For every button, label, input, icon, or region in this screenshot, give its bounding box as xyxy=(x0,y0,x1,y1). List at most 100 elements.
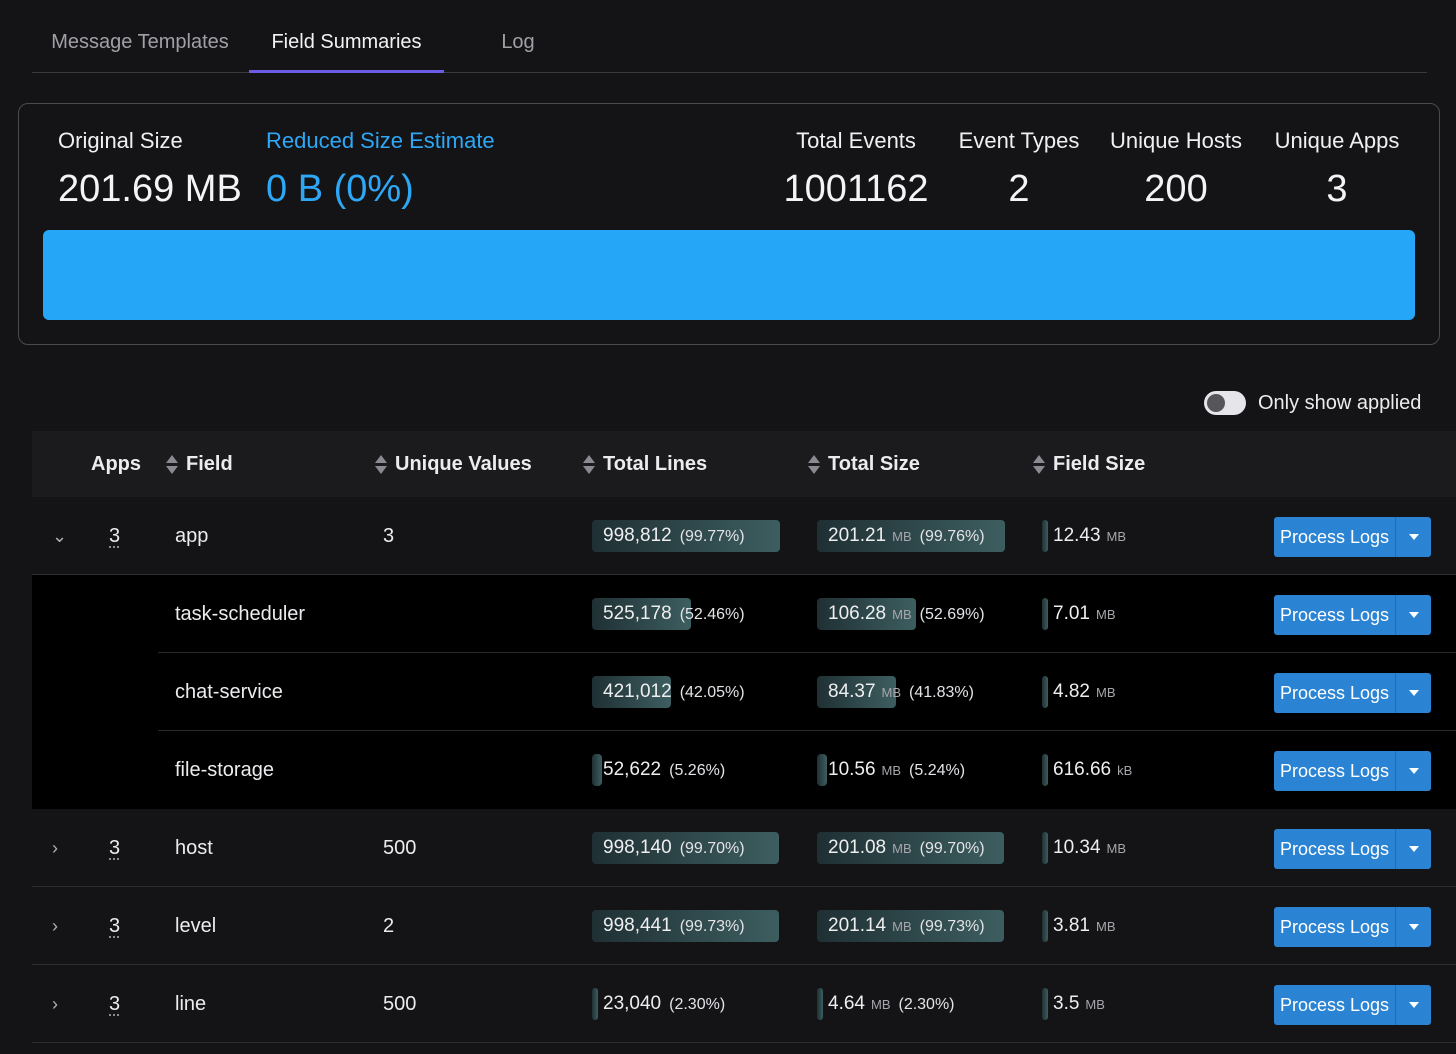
table-body: ⌄ 3 3 app 998,812 (99.77%) 201.21 MB (99.76%) 12.… xyxy=(32,497,1456,1043)
total-size-bar: 84.37 MB (41.83%) xyxy=(817,676,1007,708)
field-size-fill xyxy=(1042,754,1048,786)
field-size-fill xyxy=(1042,676,1048,708)
field-size-unit: kB xyxy=(1117,763,1133,778)
tab-log-metrics[interactable]: Log Metrics xyxy=(486,31,550,137)
apps-count[interactable]: 3 xyxy=(109,914,121,937)
total-size-pct: (2.30%) xyxy=(898,996,955,1013)
total-lines-bar: 421,012 (42.05%) xyxy=(592,676,782,708)
table-sub-row: chat-service 421,012 (42.05%) 84.37 MB (41.83… xyxy=(32,653,1456,731)
total-size-fill xyxy=(817,988,823,1020)
apps-count[interactable]: 3 xyxy=(109,992,121,1015)
unique-values: 500 xyxy=(383,836,417,859)
header-unique-values[interactable]: Unique Values xyxy=(375,431,532,497)
total-size-fill xyxy=(817,520,1005,552)
process-logs-dropdown[interactable] xyxy=(1396,985,1431,1025)
table-row: › 3 2 level 998,441 (99.73%) 201.14 MB (99.73%) 3… xyxy=(32,887,1456,965)
tab-field-summaries[interactable]: Field Summaries xyxy=(249,0,444,73)
field-size-unit: MB xyxy=(1095,919,1116,934)
table-row: ⌄ 3 3 app 998,812 (99.77%) 201.21 MB (99.76%) 12.… xyxy=(32,497,1456,575)
total-lines-fill xyxy=(592,598,691,630)
unique-values: 500 xyxy=(383,992,417,1015)
reduced-size-label: Reduced Size Estimate xyxy=(266,128,495,153)
field-name: task-scheduler xyxy=(175,602,306,625)
total-lines-pct: (52.46%) xyxy=(679,606,745,623)
process-logs-button[interactable]: Process Logs xyxy=(1274,829,1396,869)
sort-icon xyxy=(375,454,387,474)
total-size-fill xyxy=(817,832,1004,864)
table-row: › 3 500 host 998,140 (99.70%) 201.08 MB (99.70%)… xyxy=(32,809,1456,887)
total-size-value: 4.64 xyxy=(828,993,865,1014)
apps-count[interactable]: 3 xyxy=(109,836,121,859)
total-lines-pct: (5.26%) xyxy=(669,762,726,779)
total-lines-value: 52,622 xyxy=(603,759,662,780)
total-size-bar: 4.64 MB (2.30%) xyxy=(817,988,1007,1020)
total-size-pct: (99.70%) xyxy=(919,840,985,857)
process-logs-button[interactable]: Process Logs xyxy=(1274,907,1396,947)
total-size-fill xyxy=(817,754,827,786)
process-logs-button[interactable]: Process Logs xyxy=(1274,985,1396,1025)
process-logs-dropdown[interactable] xyxy=(1396,751,1431,791)
field-name: host xyxy=(175,836,213,859)
process-logs-button[interactable]: Process Logs xyxy=(1274,595,1396,635)
total-lines-value: 421,012 xyxy=(603,681,672,702)
chevron-right-icon[interactable]: › xyxy=(52,837,58,858)
apps-count[interactable]: 3 xyxy=(109,524,121,547)
field-name: line xyxy=(175,992,207,1015)
sort-icon xyxy=(808,454,820,474)
field-size-value: 12.43 xyxy=(1053,525,1101,546)
chevron-right-icon[interactable]: › xyxy=(52,993,58,1014)
total-lines-pct: (99.77%) xyxy=(679,528,745,545)
total-size-fill xyxy=(817,598,916,630)
table-row: › 3 500 line 23,040 (2.30%) 4.64 MB (2.30%) 3.5 MB… xyxy=(32,965,1456,1043)
total-size-fill xyxy=(817,676,896,708)
process-logs-group: Process Logs xyxy=(1274,985,1431,1025)
field-size-value: 3.81 xyxy=(1053,915,1090,936)
process-logs-dropdown[interactable] xyxy=(1396,907,1431,947)
header-field[interactable]: Field xyxy=(166,431,233,497)
total-size-unit: MB xyxy=(870,997,891,1012)
total-size-bar: 201.21 MB (99.76%) xyxy=(817,520,1007,552)
field-name: file-storage xyxy=(175,758,274,781)
unique-hosts-value: 200 xyxy=(1144,168,1208,210)
total-size-value: 106.28 xyxy=(828,603,887,624)
sort-icon xyxy=(166,454,178,474)
only-show-applied-toggle[interactable] xyxy=(1204,391,1246,415)
caret-down-icon xyxy=(1408,846,1419,852)
unique-values: 2 xyxy=(383,914,395,937)
tab-message-templates[interactable]: Message Templates xyxy=(51,31,229,53)
header-total-lines[interactable]: Total Lines xyxy=(583,431,707,497)
header-field-size[interactable]: Field Size xyxy=(1033,431,1145,497)
only-show-applied-label: Only show applied xyxy=(1258,391,1422,414)
process-logs-button[interactable]: Process Logs xyxy=(1274,673,1396,713)
caret-down-icon xyxy=(1408,1002,1419,1008)
event-types-value: 2 xyxy=(1008,168,1030,210)
total-lines-fill xyxy=(592,910,779,942)
caret-down-icon xyxy=(1408,690,1419,696)
process-logs-group: Process Logs xyxy=(1274,517,1431,557)
total-events-label: Total Events xyxy=(796,128,916,153)
field-size-bar: 3.81 MB xyxy=(1042,910,1232,942)
total-size-pct: (99.73%) xyxy=(919,918,985,935)
total-lines-bar: 998,140 (99.70%) xyxy=(592,832,782,864)
field-size-fill xyxy=(1042,910,1048,942)
process-logs-dropdown[interactable] xyxy=(1396,517,1431,557)
total-size-fill xyxy=(817,910,1004,942)
process-logs-dropdown[interactable] xyxy=(1396,595,1431,635)
summary-card: Original Size 201.69 MB Reduced Size Est… xyxy=(18,103,1440,345)
caret-down-icon xyxy=(1408,768,1419,774)
process-logs-group: Process Logs xyxy=(1274,673,1431,713)
field-name: chat-service xyxy=(175,680,283,703)
process-logs-button[interactable]: Process Logs xyxy=(1274,751,1396,791)
unique-apps-label: Unique Apps xyxy=(1274,128,1400,153)
header-apps[interactable]: Apps xyxy=(91,453,141,475)
chevron-right-icon[interactable]: › xyxy=(52,915,58,936)
header-total-size[interactable]: Total Size xyxy=(808,431,920,497)
field-size-bar: 4.82 MB xyxy=(1042,676,1232,708)
process-logs-dropdown[interactable] xyxy=(1396,829,1431,869)
process-logs-button[interactable]: Process Logs xyxy=(1274,517,1396,557)
chevron-down-icon[interactable]: ⌄ xyxy=(52,525,68,546)
field-size-value: 3.5 xyxy=(1053,993,1080,1014)
process-logs-group: Process Logs xyxy=(1274,829,1431,869)
process-logs-dropdown[interactable] xyxy=(1396,673,1431,713)
field-size-unit: MB xyxy=(1095,607,1116,622)
